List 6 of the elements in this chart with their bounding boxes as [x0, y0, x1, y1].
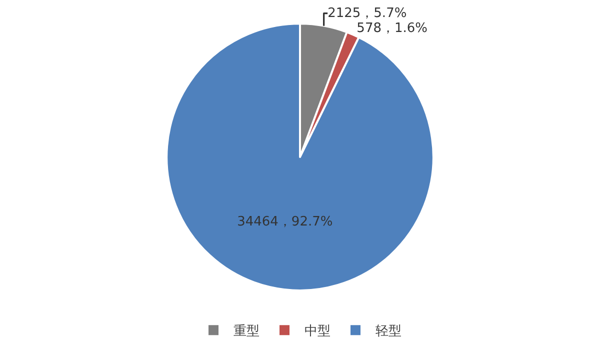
legend-label: 重型	[234, 324, 260, 340]
data-label: 578，1.6%	[356, 20, 428, 36]
data-label: 2125，5.7%	[328, 6, 407, 21]
data-label: 34464，92.7%	[237, 214, 333, 230]
legend-label: 轻型	[376, 324, 402, 340]
legend-label: 中型	[304, 324, 330, 340]
